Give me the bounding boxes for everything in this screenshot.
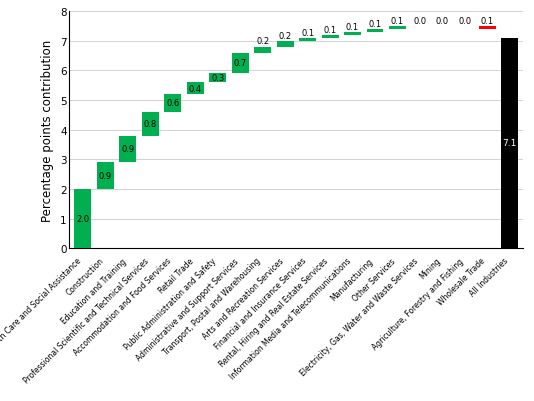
- Bar: [277, 42, 294, 48]
- Text: 0.8: 0.8: [144, 120, 157, 129]
- Text: 0.3: 0.3: [211, 74, 224, 83]
- Text: 0.1: 0.1: [481, 17, 494, 26]
- Text: 0.9: 0.9: [99, 172, 112, 181]
- Text: 7.1: 7.1: [502, 139, 517, 148]
- Bar: [344, 33, 361, 36]
- Bar: [254, 47, 271, 53]
- Bar: [187, 83, 203, 95]
- Bar: [164, 95, 181, 113]
- Text: 2.0: 2.0: [76, 215, 90, 223]
- Text: 0.2: 0.2: [256, 37, 269, 47]
- Bar: [142, 113, 159, 136]
- Bar: [97, 163, 114, 189]
- Text: 0.9: 0.9: [121, 145, 135, 154]
- Bar: [232, 53, 249, 74]
- Bar: [389, 27, 406, 30]
- Bar: [501, 38, 519, 249]
- Text: 0.7: 0.7: [233, 59, 247, 68]
- Text: 0.4: 0.4: [189, 85, 202, 93]
- Bar: [366, 30, 383, 33]
- Text: 0.0: 0.0: [458, 17, 472, 26]
- Bar: [74, 189, 91, 249]
- Bar: [120, 136, 136, 163]
- Y-axis label: Percentage points contribution: Percentage points contribution: [42, 39, 54, 221]
- Bar: [479, 27, 496, 30]
- Text: 0.1: 0.1: [324, 26, 336, 34]
- Bar: [209, 74, 226, 83]
- Bar: [321, 36, 339, 38]
- Text: 0.1: 0.1: [368, 20, 382, 28]
- Text: 0.1: 0.1: [391, 17, 404, 26]
- Text: 0.6: 0.6: [166, 99, 179, 108]
- Text: 0.0: 0.0: [413, 17, 427, 26]
- Text: 0.1: 0.1: [301, 28, 314, 37]
- Text: 0.2: 0.2: [279, 31, 292, 41]
- Bar: [299, 38, 316, 42]
- Text: 0.0: 0.0: [436, 17, 449, 26]
- Text: 0.1: 0.1: [346, 22, 359, 32]
